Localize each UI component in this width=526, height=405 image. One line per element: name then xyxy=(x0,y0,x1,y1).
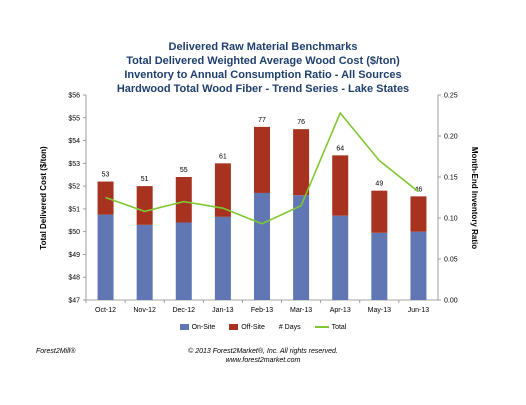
days-data-label: 49 xyxy=(375,181,383,188)
chart-axes: $47 $48 $49 $50 $51 $52 $53 $54 $55 $56 0.00 0.05 0.… xyxy=(68,93,457,315)
legend-swatch-off-site xyxy=(229,324,239,331)
bar-on-site xyxy=(97,214,114,300)
x-tick-label: Jan-13 xyxy=(212,307,234,314)
legend-item-on-site: On-Site xyxy=(179,324,216,331)
bar-off-site xyxy=(136,186,153,225)
copyright-text: © 2013 Forest2Market®, Inc. All rights r… xyxy=(188,348,338,355)
y-tick-label: $47 xyxy=(68,298,80,305)
y2-tick-label: 0.25 xyxy=(444,93,458,100)
x-tick-label: Jun-13 xyxy=(408,307,430,314)
y2-axis-title: Month-End Inventory Ratio xyxy=(470,147,479,249)
days-data-label: 64 xyxy=(336,145,344,152)
x-tick-label: Oct-12 xyxy=(95,307,116,314)
title-line-4: Hardwood Total Wood Fiber - Trend Series… xyxy=(116,83,410,95)
y2-tick-label: 0.05 xyxy=(444,257,458,264)
y2-tick-label: 0.00 xyxy=(444,298,458,305)
x-tick-label: Feb-13 xyxy=(251,307,273,314)
bar-on-site xyxy=(254,192,270,300)
y2-tick-label: 0.15 xyxy=(444,175,458,182)
y-axis-title: Total Delivered Cost ($/ton) xyxy=(39,146,48,250)
bar-off-site xyxy=(332,155,349,216)
bar-off-site xyxy=(293,129,310,196)
x-tick-label: Nov-12 xyxy=(133,307,156,314)
website-link: www.forest2market.com xyxy=(225,357,301,364)
title-line-3: Inventory to Annual Consumption Ratio - … xyxy=(124,69,402,81)
y-tick-label: $51 xyxy=(68,206,80,213)
bar-on-site xyxy=(293,195,310,300)
bar-off-site xyxy=(214,163,231,217)
bar-on-site xyxy=(410,231,427,300)
bar-off-site xyxy=(410,196,427,232)
y-tick-label: $48 xyxy=(68,275,80,282)
days-data-label: 53 xyxy=(102,172,110,179)
title-line-1: Delivered Raw Material Benchmarks xyxy=(168,41,358,53)
legend-item-days: # Days xyxy=(279,324,301,331)
y-tick-label: $50 xyxy=(68,229,80,236)
days-data-label: 77 xyxy=(258,117,266,124)
x-tick-label: Apr-13 xyxy=(330,307,351,314)
y2-tick-label: 0.20 xyxy=(444,134,458,141)
y-tick-label: $53 xyxy=(68,161,80,168)
bar-on-site xyxy=(136,224,153,300)
days-data-label: 46 xyxy=(415,186,423,193)
bar-off-site xyxy=(254,126,270,193)
brand-label: Forest2Mill® xyxy=(36,348,76,355)
bar-on-site xyxy=(332,215,349,300)
y-tick-label: $52 xyxy=(68,184,80,191)
chart-legend: On-Site Off-Site # Days Total xyxy=(0,324,526,331)
days-data-label: 61 xyxy=(219,153,227,160)
y-tick-label: $56 xyxy=(68,93,80,100)
legend-swatch-on-site xyxy=(179,324,189,331)
legend-swatch-total xyxy=(314,326,329,329)
y-tick-label: $54 xyxy=(68,138,80,145)
legend-label-on-site: On-Site xyxy=(191,324,216,331)
legend-label-off-site: Off-Site xyxy=(241,324,265,331)
bar-on-site xyxy=(175,222,192,300)
days-data-label: 51 xyxy=(141,176,149,183)
days-data-label: 76 xyxy=(297,119,305,126)
bar-off-site xyxy=(175,177,192,223)
x-tick-label: Mar-13 xyxy=(290,307,312,314)
legend-item-total: Total xyxy=(314,324,347,331)
inventory-ratio-line xyxy=(105,111,419,225)
chart-line-series xyxy=(105,111,419,225)
y2-tick-label: 0.10 xyxy=(444,216,458,223)
legend-label-days: # Days xyxy=(278,324,301,331)
bar-off-site xyxy=(371,190,388,233)
chart-title: Delivered Raw Material Benchmarks Total … xyxy=(0,40,526,96)
chart-bars xyxy=(97,126,427,300)
title-line-2: Total Delivered Weighted Average Wood Co… xyxy=(126,55,400,67)
x-tick-label: Dec-12 xyxy=(172,307,195,314)
y-tick-label: $55 xyxy=(68,115,80,122)
legend-item-off-site: Off-Site xyxy=(229,324,265,331)
legend-label-total: Total xyxy=(331,324,347,331)
days-data-label: 55 xyxy=(180,167,188,174)
bar-on-site xyxy=(371,232,388,300)
bar-on-site xyxy=(214,216,231,300)
y-tick-label: $49 xyxy=(68,252,80,259)
chart-data-labels: 53 51 55 61 77 76 64 49 46 xyxy=(102,117,423,193)
x-tick-label: May-13 xyxy=(368,307,391,314)
